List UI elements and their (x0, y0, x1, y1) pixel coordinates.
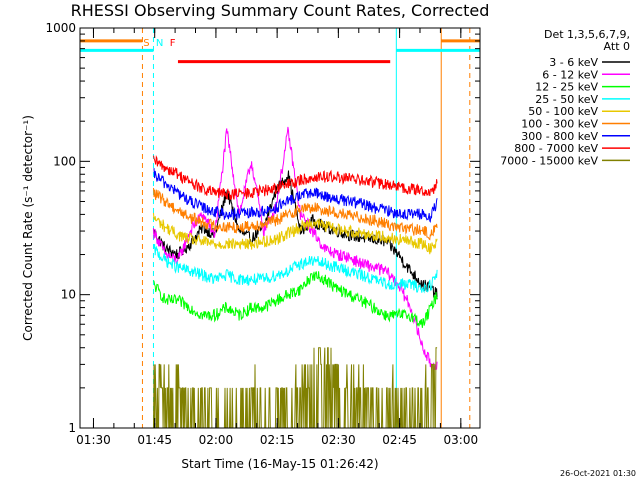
generated-timestamp: 26-Oct-2021 01:30 (560, 469, 636, 478)
series-line-300-800-kev (153, 167, 438, 223)
y-tick-label-100: 100 (53, 154, 76, 168)
x-tick-label-0215: 02:15 (260, 433, 295, 447)
series-line-800-7000-kev (153, 154, 438, 200)
series-line-7000-15000-kev (153, 347, 438, 429)
series-line-25-50-kev (153, 244, 438, 294)
legend-label-2: 6 - 12 keV (542, 68, 598, 81)
x-axis-label: Start Time (16-May-15 01:26:42) (181, 457, 378, 471)
y-tick-label-10: 10 (61, 288, 76, 302)
y-axis-label: Corrected Count Rate (s⁻¹ detector⁻¹) (21, 115, 35, 341)
legend-header-line-1: Det 1,3,5,6,7,9, (544, 28, 630, 41)
legend-label-1: 3 - 6 keV (549, 56, 598, 69)
y-tick-label-1: 1 (68, 421, 76, 435)
legend-header-line-2: Att 0 (604, 40, 630, 53)
x-tick-label-0200: 02:00 (199, 433, 234, 447)
legend-label-3: 12 - 25 keV (535, 81, 598, 94)
legend-label-6: 100 - 300 keV (521, 118, 598, 131)
x-tick-label-0130: 01:30 (76, 433, 111, 447)
x-tick-label-0230: 02:30 (321, 433, 356, 447)
series-line-50-100-kev (153, 212, 438, 255)
chart-title: RHESSI Observing Summary Count Rates, Co… (71, 1, 490, 20)
flag-label-n: N (156, 38, 163, 49)
legend-label-7: 300 - 800 keV (521, 130, 598, 143)
x-axis: 01:30 01:45 02:00 02:15 02:30 02:45 03:00 (76, 28, 478, 447)
legend-label-9: 7000 - 15000 keV (500, 154, 598, 167)
y-tick-label-1000: 1000 (45, 21, 76, 35)
x-tick-label-0245: 02:45 (382, 433, 417, 447)
series-line-12-25-kev (153, 271, 438, 328)
flag-label-s: S (143, 38, 149, 49)
legend-label-4: 25 - 50 keV (535, 93, 598, 106)
x-tick-label-0145: 01:45 (137, 433, 172, 447)
legend-label-5: 50 - 100 keV (528, 105, 598, 118)
series-line-100-300-kev (153, 187, 438, 241)
x-tick-label-0300: 03:00 (444, 433, 479, 447)
plot-frame (79, 27, 481, 429)
legend-label-8: 800 - 7000 keV (514, 142, 598, 155)
flag-label-f: F (170, 38, 176, 49)
y-axis: 1 10 100 1000 (45, 21, 480, 435)
